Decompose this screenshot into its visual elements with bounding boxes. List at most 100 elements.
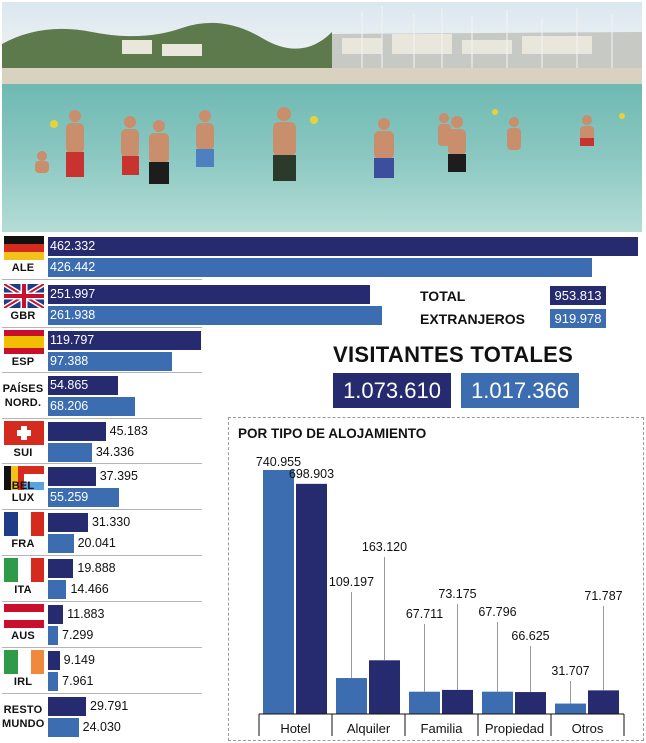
country-code-line: MUNDO <box>2 718 45 730</box>
country-code-line: NORD. <box>4 397 42 409</box>
bar-year-a <box>48 422 106 441</box>
country-row: BEL LUX 37.395 55.259 <box>0 464 646 510</box>
country-code-line: ESP <box>11 356 35 368</box>
belgium-luxembourg-flag <box>4 466 44 490</box>
row-divider <box>2 327 202 328</box>
country-code: PAÍSES NORD. <box>2 382 44 410</box>
bar-year-b <box>48 352 173 371</box>
italy-flag <box>4 558 44 582</box>
bar-year-b <box>48 626 58 645</box>
accommodation-bar <box>442 689 473 714</box>
foreign-label: EXTRANJEROS <box>420 311 526 327</box>
bar-value-label: 54.865 <box>50 378 89 392</box>
accommodation-value-label: 698.903 <box>289 467 334 481</box>
accommodation-bar <box>515 692 546 714</box>
bar-year-b <box>48 397 136 416</box>
accommodation-value-label: 66.625 <box>511 629 549 643</box>
france-flag <box>4 512 44 536</box>
country-code-line: AUS <box>11 630 35 642</box>
category-label: Otros <box>572 721 604 736</box>
bar-year-a <box>48 467 96 486</box>
bar-year-b <box>48 443 92 462</box>
country-row: PAÍSES NORD. 54.865 68.206 <box>0 373 646 419</box>
row-divider <box>2 647 202 648</box>
bar-value-label: 68.206 <box>50 399 89 413</box>
bar-value-label: 31.330 <box>91 515 131 529</box>
country-code: BEL LUX <box>2 480 44 504</box>
foreign-value: 919.978 <box>550 309 606 328</box>
spain-flag <box>4 330 44 354</box>
country-row: ALE 462.332 426.442 <box>0 234 646 280</box>
country-row: FRA 31.330 20.041 <box>0 510 646 556</box>
country-code-line: SUI <box>13 447 33 459</box>
visitors-total-a: 1.073.610 <box>333 373 451 408</box>
bar-value-label: 14.466 <box>70 582 109 596</box>
country-row: IRL 9.149 7.961 <box>0 648 646 694</box>
bar-value-label: 9.149 <box>63 653 95 667</box>
bar-value-label: 251.997 <box>50 287 96 301</box>
accommodation-value-label: 67.796 <box>478 605 516 619</box>
row-divider <box>2 601 202 602</box>
bar-value-label: 7.299 <box>62 628 94 642</box>
bar-year-a <box>48 331 201 350</box>
country-code-line: PAÍSES <box>2 383 44 395</box>
row-divider <box>2 463 202 464</box>
bar-year-a <box>48 513 88 532</box>
country-code: ALE <box>2 262 44 274</box>
country-row: AUS 11.883 7.299 <box>0 602 646 648</box>
beach-photo <box>2 2 642 232</box>
category-label: Familia <box>421 721 464 736</box>
category-label: Propiedad <box>485 721 544 736</box>
row-divider <box>2 418 202 419</box>
bar-value-label: 29.791 <box>90 699 129 713</box>
country-code: ITA <box>2 584 44 596</box>
accommodation-bar <box>409 691 440 714</box>
country-code-line: BEL <box>11 480 35 492</box>
bar-year-a <box>48 605 64 624</box>
total-value: 953.813 <box>550 286 606 305</box>
ireland-flag <box>4 650 44 674</box>
country-code-line: IRL <box>13 676 33 688</box>
bar-year-a <box>48 559 74 578</box>
bar-year-b <box>48 534 74 553</box>
bar-value-label: 19.888 <box>77 561 116 575</box>
bar-value-label: 462.332 <box>50 239 96 253</box>
accommodation-bar <box>263 470 294 714</box>
bar-value-label: 34.336 <box>95 445 135 459</box>
bar-year-b <box>48 488 119 507</box>
country-row: GBR 251.997 261.938 <box>0 281 646 328</box>
row-divider <box>2 279 202 280</box>
bar-year-b <box>48 580 67 599</box>
bar-value-label: 97.388 <box>50 354 89 368</box>
bar-year-a <box>48 651 60 670</box>
country-row: RESTO MUNDO 29.791 24.030 <box>0 694 646 740</box>
country-code: ESP <box>2 356 44 368</box>
bar-year-a <box>48 697 87 716</box>
bar-value-label: 7.961 <box>62 674 94 688</box>
country-code: GBR <box>2 310 44 322</box>
category-label: Alquiler <box>347 721 391 736</box>
bar-year-a <box>48 285 370 304</box>
row-divider <box>2 555 202 556</box>
country-code-line: LUX <box>11 492 35 504</box>
row-divider <box>2 509 202 510</box>
bar-value-label: 426.442 <box>50 260 96 274</box>
accommodation-value-label: 73.175 <box>438 587 476 601</box>
country-code-line: RESTO <box>3 704 43 716</box>
bar-value-label: 45.183 <box>109 424 148 438</box>
accommodation-value-label: 163.120 <box>362 540 407 554</box>
bar-value-label: 20.041 <box>77 536 116 550</box>
bar-year-b <box>48 258 593 277</box>
country-code-line: GBR <box>10 310 36 322</box>
accommodation-bar <box>588 690 619 714</box>
accommodation-chart: POR TIPO DE ALOJAMIENTO 740.955 698.903 Ho… <box>228 417 644 741</box>
accommodation-value-label: 109.197 <box>329 575 374 589</box>
country-code-line: ITA <box>14 584 32 596</box>
accommodation-bar <box>369 660 400 714</box>
uk-flag <box>2 281 46 311</box>
category-label: Hotel <box>280 721 310 736</box>
visitors-total-b: 1.017.366 <box>461 373 579 408</box>
bar-year-b <box>48 306 383 325</box>
bar-value-label: 11.883 <box>67 607 105 621</box>
germany-flag <box>4 236 44 260</box>
